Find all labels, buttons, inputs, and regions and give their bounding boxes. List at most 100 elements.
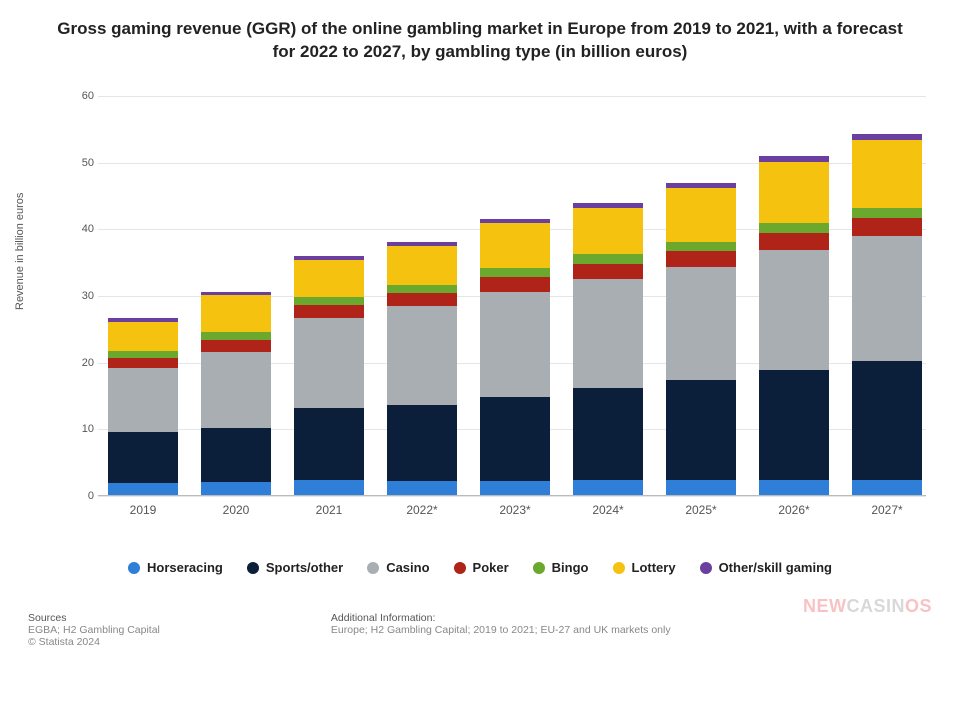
bar-segment-lottery [294, 260, 364, 297]
y-tick-label: 60 [68, 90, 94, 102]
plot-area: 01020304050602019202020212022*2023*2024*… [98, 96, 926, 496]
bar-segment-bingo [480, 268, 550, 277]
bar-segment-casino [294, 318, 364, 409]
addl-line: Europe; H2 Gambling Capital; 2019 to 202… [331, 624, 671, 636]
bar-segment-other-skill-gaming [759, 156, 829, 161]
legend: Horseracing Sports/other Casino Poker Bingo L… [0, 560, 960, 577]
addl-heading: Additional Information: [331, 612, 671, 624]
bar-segment-bingo [201, 332, 271, 339]
bar-segment-other-skill-gaming [480, 219, 550, 223]
bar-segment-other-skill-gaming [666, 183, 736, 188]
x-tick-label: 2024* [592, 503, 623, 517]
bar-segment-horseracing [480, 481, 550, 495]
x-tick-label: 2027* [871, 503, 902, 517]
gridline [98, 496, 926, 497]
bar-segment-other-skill-gaming [573, 203, 643, 208]
y-tick-label: 50 [68, 157, 94, 169]
bar-segment-horseracing [201, 482, 271, 495]
bar-segment-other-skill-gaming [294, 256, 364, 260]
y-tick-label: 0 [68, 490, 94, 502]
x-tick-label: 2021 [316, 503, 343, 517]
legend-item-sports-other: Sports/other [247, 560, 343, 575]
bar-segment-casino [387, 306, 457, 405]
x-tick-label: 2019 [130, 503, 157, 517]
bar-segment-lottery [480, 223, 550, 268]
bar-segment-bingo [852, 208, 922, 218]
bar-segment-bingo [294, 297, 364, 305]
bar-segment-sports-other [294, 408, 364, 480]
bar-segment-casino [852, 236, 922, 361]
bar-segment-sports-other [573, 388, 643, 480]
bar-segment-lottery [387, 246, 457, 285]
bar-segment-lottery [201, 295, 271, 332]
bar-segment-bingo [666, 242, 736, 251]
legend-label: Poker [473, 560, 509, 575]
bar-segment-sports-other [387, 405, 457, 481]
bar-segment-bingo [759, 223, 829, 233]
legend-item-casino: Casino [367, 560, 429, 575]
bar-segment-lottery [852, 140, 922, 208]
legend-swatch [454, 562, 466, 574]
bar-segment-bingo [573, 254, 643, 263]
bar-segment-horseracing [387, 481, 457, 495]
bar-segment-sports-other [759, 370, 829, 479]
x-tick-label: 2025* [685, 503, 716, 517]
chart-area: 01020304050602019202020212022*2023*2024*… [68, 96, 926, 526]
x-tick-label: 2022* [406, 503, 437, 517]
legend-swatch [613, 562, 625, 574]
legend-label: Lottery [632, 560, 676, 575]
bar-segment-sports-other [480, 397, 550, 481]
bar-segment-poker [852, 218, 922, 236]
bar-segment-bingo [108, 351, 178, 358]
y-tick-label: 30 [68, 290, 94, 302]
bar-segment-poker [480, 277, 550, 292]
y-tick-label: 40 [68, 223, 94, 235]
y-axis-label: Revenue in billion euros [14, 193, 26, 310]
bar-segment-poker [666, 251, 736, 267]
bar-segment-lottery [759, 162, 829, 223]
legend-item-other-skill-gaming: Other/skill gaming [700, 560, 832, 575]
sources-line2: © Statista 2024 [28, 636, 328, 648]
bar-segment-poker [294, 305, 364, 318]
bar-segment-other-skill-gaming [108, 318, 178, 321]
bar-segment-sports-other [201, 428, 271, 481]
bar-segment-sports-other [108, 432, 178, 483]
legend-label: Bingo [552, 560, 589, 575]
bar-segment-sports-other [852, 361, 922, 480]
bar-segment-poker [108, 358, 178, 369]
bar-segment-other-skill-gaming [387, 242, 457, 246]
legend-item-poker: Poker [454, 560, 509, 575]
legend-item-bingo: Bingo [533, 560, 589, 575]
legend-label: Other/skill gaming [719, 560, 832, 575]
bar-segment-sports-other [666, 380, 736, 480]
footer: Sources EGBA; H2 Gambling Capital © Stat… [28, 612, 932, 648]
legend-swatch [128, 562, 140, 574]
legend-label: Sports/other [266, 560, 343, 575]
bar-segment-lottery [666, 188, 736, 241]
y-tick-label: 20 [68, 357, 94, 369]
bar-segment-poker [387, 293, 457, 306]
bar-segment-casino [759, 250, 829, 370]
gridline [98, 96, 926, 97]
legend-swatch [247, 562, 259, 574]
sources-line1: EGBA; H2 Gambling Capital [28, 624, 328, 636]
legend-label: Casino [386, 560, 429, 575]
bar-segment-casino [573, 279, 643, 388]
bar-segment-horseracing [852, 480, 922, 495]
legend-item-lottery: Lottery [613, 560, 676, 575]
bar-segment-casino [480, 292, 550, 397]
bar-segment-horseracing [108, 483, 178, 495]
bar-segment-casino [201, 352, 271, 429]
bar-segment-poker [759, 233, 829, 250]
sources-heading: Sources [28, 612, 328, 624]
y-tick-label: 10 [68, 423, 94, 435]
bar-segment-casino [666, 267, 736, 380]
bar-segment-lottery [573, 208, 643, 255]
bar-segment-horseracing [294, 480, 364, 495]
bar-segment-horseracing [759, 480, 829, 495]
bar-segment-horseracing [666, 480, 736, 495]
legend-item-horseracing: Horseracing [128, 560, 223, 575]
bar-segment-poker [201, 340, 271, 352]
bar-segment-other-skill-gaming [852, 134, 922, 140]
bar-segment-other-skill-gaming [201, 292, 271, 295]
